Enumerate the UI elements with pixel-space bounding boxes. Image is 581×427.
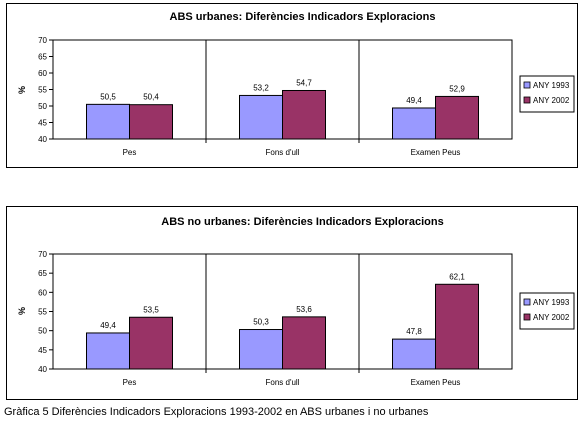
chart2-ytick-label: 65 — [38, 269, 47, 278]
chart1-bar — [282, 89, 326, 140]
chart2-ytick-label: 55 — [38, 308, 47, 317]
chart2-bar — [239, 329, 283, 370]
chart1-legend-swatch — [523, 96, 531, 104]
chart-urbanes-svg: ABS urbanes: Diferències Indicadors Expl… — [17, 11, 575, 157]
chart2-legend-label: ANY 2002 — [533, 313, 570, 322]
chart1-category-label: Pes — [123, 148, 137, 157]
chart1-ytick-label: 70 — [38, 36, 47, 45]
chart-no-urbanes: ABS no urbanes: Diferències Indicadors E… — [6, 206, 578, 400]
chart1-ytick-label: 50 — [38, 102, 47, 111]
chart2-ytick-label: 45 — [38, 346, 47, 355]
chart2-data-label: 53,6 — [296, 305, 312, 314]
chart2-data-label: 53,5 — [143, 305, 159, 314]
chart2-ytick-label: 70 — [38, 250, 47, 259]
chart-no-urbanes-svg: ABS no urbanes: Diferències Indicadors E… — [17, 216, 575, 387]
chart2-legend-swatch — [523, 298, 531, 306]
chart1-ytick-label: 60 — [38, 69, 47, 78]
chart1-category-label: Examen Peus — [411, 148, 461, 157]
chart1-category-label: Fons d'ull — [266, 148, 300, 157]
chart-urbanes: ABS urbanes: Diferències Indicadors Expl… — [6, 3, 578, 168]
chart1-ytick-label: 45 — [38, 119, 47, 128]
chart1-ylabel: % — [17, 86, 27, 94]
chart2-ytick-label: 50 — [38, 327, 47, 336]
chart2-bar — [86, 332, 130, 370]
chart2-bar — [392, 338, 436, 370]
chart1-ytick-label: 55 — [38, 86, 47, 95]
chart1-ytick-label: 65 — [38, 53, 47, 62]
chart1-data-label: 50,4 — [143, 93, 159, 102]
chart1-legend-label: ANY 1993 — [533, 81, 570, 90]
chart2-data-label: 49,4 — [100, 321, 116, 330]
chart1-data-label: 50,5 — [100, 92, 116, 101]
chart1-ytick-label: 40 — [38, 135, 47, 144]
chart1-legend-label: ANY 2002 — [533, 96, 570, 105]
chart2-data-label: 62,1 — [449, 272, 465, 281]
chart1-title: ABS urbanes: Diferències Indicadors Expl… — [170, 11, 436, 23]
chart1-data-label: 53,2 — [253, 83, 269, 92]
chart1-legend-swatch — [523, 81, 531, 89]
figure-caption: Gràfica 5 Diferències Indicadors Explora… — [4, 406, 429, 418]
chart1-bar — [239, 94, 283, 140]
chart2-ytick-label: 40 — [38, 365, 47, 374]
chart2-bar — [282, 316, 326, 370]
chart2-bar — [435, 283, 479, 370]
chart2-ylabel: % — [17, 307, 27, 315]
chart2-data-label: 47,8 — [406, 327, 422, 336]
chart2-legend-label: ANY 1993 — [533, 298, 570, 307]
chart1-data-label: 52,9 — [449, 84, 465, 93]
chart1-bar — [86, 103, 130, 140]
chart1-bar — [435, 95, 479, 140]
chart2-bar — [129, 316, 173, 370]
chart2-data-label: 50,3 — [253, 318, 269, 327]
chart2-category-label: Pes — [123, 378, 137, 387]
chart1-bar — [129, 104, 173, 140]
chart2-category-label: Fons d'ull — [266, 378, 300, 387]
chart2-title: ABS no urbanes: Diferències Indicadors E… — [161, 216, 443, 228]
chart2-category-label: Examen Peus — [411, 378, 461, 387]
chart2-legend-swatch — [523, 313, 531, 321]
chart1-data-label: 49,4 — [406, 96, 422, 105]
chart2-ytick-label: 60 — [38, 288, 47, 297]
chart1-data-label: 54,7 — [296, 78, 312, 87]
chart1-bar — [392, 107, 436, 140]
